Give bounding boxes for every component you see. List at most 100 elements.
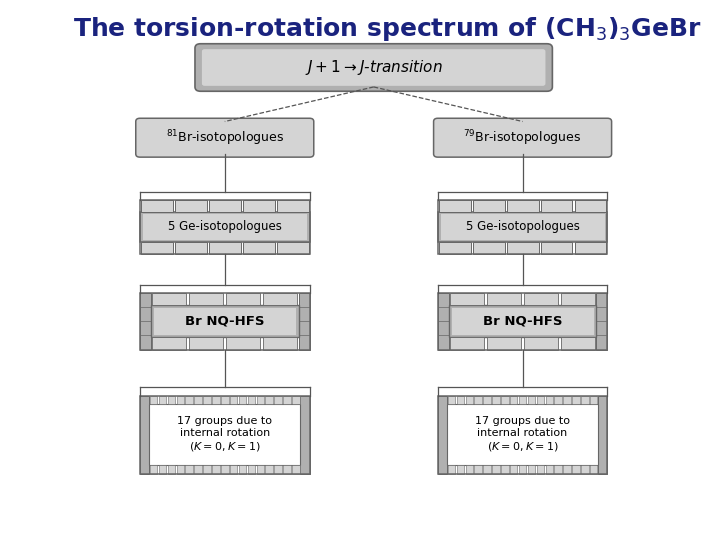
Bar	[256, 395, 264, 404]
Bar	[140, 293, 310, 350]
Bar	[581, 465, 588, 474]
Bar	[546, 395, 553, 404]
Bar	[438, 293, 608, 350]
Bar	[230, 465, 238, 474]
Bar	[590, 395, 598, 404]
Bar	[274, 395, 282, 404]
Bar	[473, 242, 505, 254]
Text: 5 Ge-isotopologues: 5 Ge-isotopologues	[168, 220, 282, 233]
Text: 60$^{\mathrm{th}}$ International Symposium on Molecular Spectroscopy, Columbus (: 60$^{\mathrm{th}}$ International Symposi…	[7, 135, 20, 405]
Bar	[563, 395, 571, 404]
Text: 17 groups due to
internal rotation
$(K=0, K=1)$: 17 groups due to internal rotation $(K=0…	[475, 416, 570, 453]
Bar	[276, 242, 309, 254]
Bar	[438, 242, 471, 254]
Bar	[466, 395, 473, 404]
Bar	[283, 465, 291, 474]
Bar	[189, 337, 223, 350]
Bar	[175, 242, 207, 254]
Bar	[438, 200, 608, 254]
Text: 5 Ge-isotopologues: 5 Ge-isotopologues	[466, 220, 580, 233]
Bar	[143, 214, 307, 240]
Bar	[536, 395, 544, 404]
Bar	[176, 395, 184, 404]
Bar	[541, 200, 572, 212]
Bar	[572, 395, 580, 404]
Bar	[186, 395, 193, 404]
Bar	[186, 465, 193, 474]
Bar	[572, 465, 580, 474]
Bar	[168, 465, 175, 474]
Bar	[575, 242, 606, 254]
Bar	[524, 337, 558, 350]
Bar	[524, 293, 558, 306]
Bar	[483, 395, 491, 404]
Bar	[292, 395, 300, 404]
Text: $J+1 \rightarrow J$-transition: $J+1 \rightarrow J$-transition	[305, 58, 443, 77]
Bar	[168, 395, 175, 404]
Bar	[274, 465, 282, 474]
Bar	[438, 395, 608, 474]
Bar	[263, 293, 297, 306]
Bar	[528, 395, 535, 404]
FancyBboxPatch shape	[433, 118, 611, 157]
Bar	[561, 337, 595, 350]
Bar	[203, 465, 211, 474]
FancyBboxPatch shape	[202, 49, 546, 86]
Bar	[598, 395, 608, 474]
Bar	[189, 293, 223, 306]
Bar	[140, 212, 310, 242]
Bar	[519, 465, 526, 474]
Bar	[212, 395, 220, 404]
Bar	[474, 395, 482, 404]
Bar	[441, 214, 605, 240]
Bar	[176, 465, 184, 474]
Bar	[299, 293, 310, 350]
Text: $^{79}$Br-isotopologues: $^{79}$Br-isotopologues	[464, 128, 582, 147]
Bar	[248, 395, 255, 404]
Bar	[283, 395, 291, 404]
Bar	[140, 200, 310, 254]
Bar	[194, 465, 202, 474]
Bar	[492, 395, 500, 404]
Bar	[450, 337, 485, 350]
Bar	[209, 200, 240, 212]
Bar	[266, 395, 273, 404]
Bar	[438, 200, 471, 212]
Bar	[266, 465, 273, 474]
Bar	[239, 465, 246, 474]
Bar	[203, 395, 211, 404]
FancyBboxPatch shape	[136, 118, 314, 157]
Bar	[448, 465, 455, 474]
Bar	[561, 293, 595, 306]
Bar	[438, 395, 447, 474]
Bar	[153, 293, 186, 306]
Bar	[438, 212, 608, 242]
Bar	[501, 395, 508, 404]
Bar	[507, 200, 539, 212]
Bar	[150, 465, 158, 474]
Bar	[575, 200, 606, 212]
Bar	[541, 242, 572, 254]
Bar	[438, 293, 449, 350]
Bar	[292, 465, 300, 474]
Bar	[492, 465, 500, 474]
Bar	[256, 465, 264, 474]
Bar	[487, 293, 521, 306]
Bar	[140, 395, 310, 474]
Bar	[226, 293, 261, 306]
Bar	[507, 242, 539, 254]
Bar	[243, 242, 274, 254]
Bar	[510, 465, 518, 474]
Bar	[554, 395, 562, 404]
Bar	[159, 395, 166, 404]
Bar	[212, 465, 220, 474]
Bar	[519, 395, 526, 404]
Bar	[456, 395, 464, 404]
Bar	[451, 308, 594, 335]
Bar	[140, 293, 151, 350]
Text: 17 groups due to
internal rotation
$(K=0, K=1)$: 17 groups due to internal rotation $(K=0…	[177, 416, 272, 453]
Bar	[159, 465, 166, 474]
Bar	[474, 465, 482, 474]
Bar	[141, 242, 173, 254]
Bar	[483, 465, 491, 474]
